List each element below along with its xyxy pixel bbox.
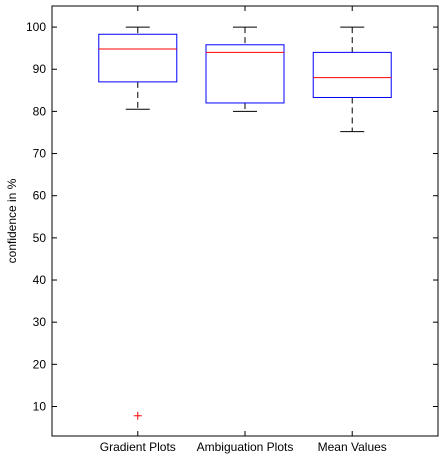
y-tick-label: 50 (33, 231, 47, 245)
y-tick-label: 70 (33, 147, 47, 161)
x-tick-label: Gradient Plots (100, 440, 176, 454)
y-axis-label: confidence in % (5, 178, 19, 263)
x-tick-label: Ambiguation Plots (197, 440, 294, 454)
y-tick-label: 100 (26, 20, 46, 34)
y-tick-label: 20 (33, 357, 47, 371)
y-tick-label: 10 (33, 399, 47, 413)
y-tick-label: 90 (33, 62, 47, 76)
x-tick-label: Mean Values (318, 440, 387, 454)
y-tick-label: 30 (33, 315, 47, 329)
y-tick-label: 60 (33, 189, 47, 203)
y-tick-label: 80 (33, 104, 47, 118)
plot-area (52, 6, 438, 436)
y-tick-label: 40 (33, 273, 47, 287)
